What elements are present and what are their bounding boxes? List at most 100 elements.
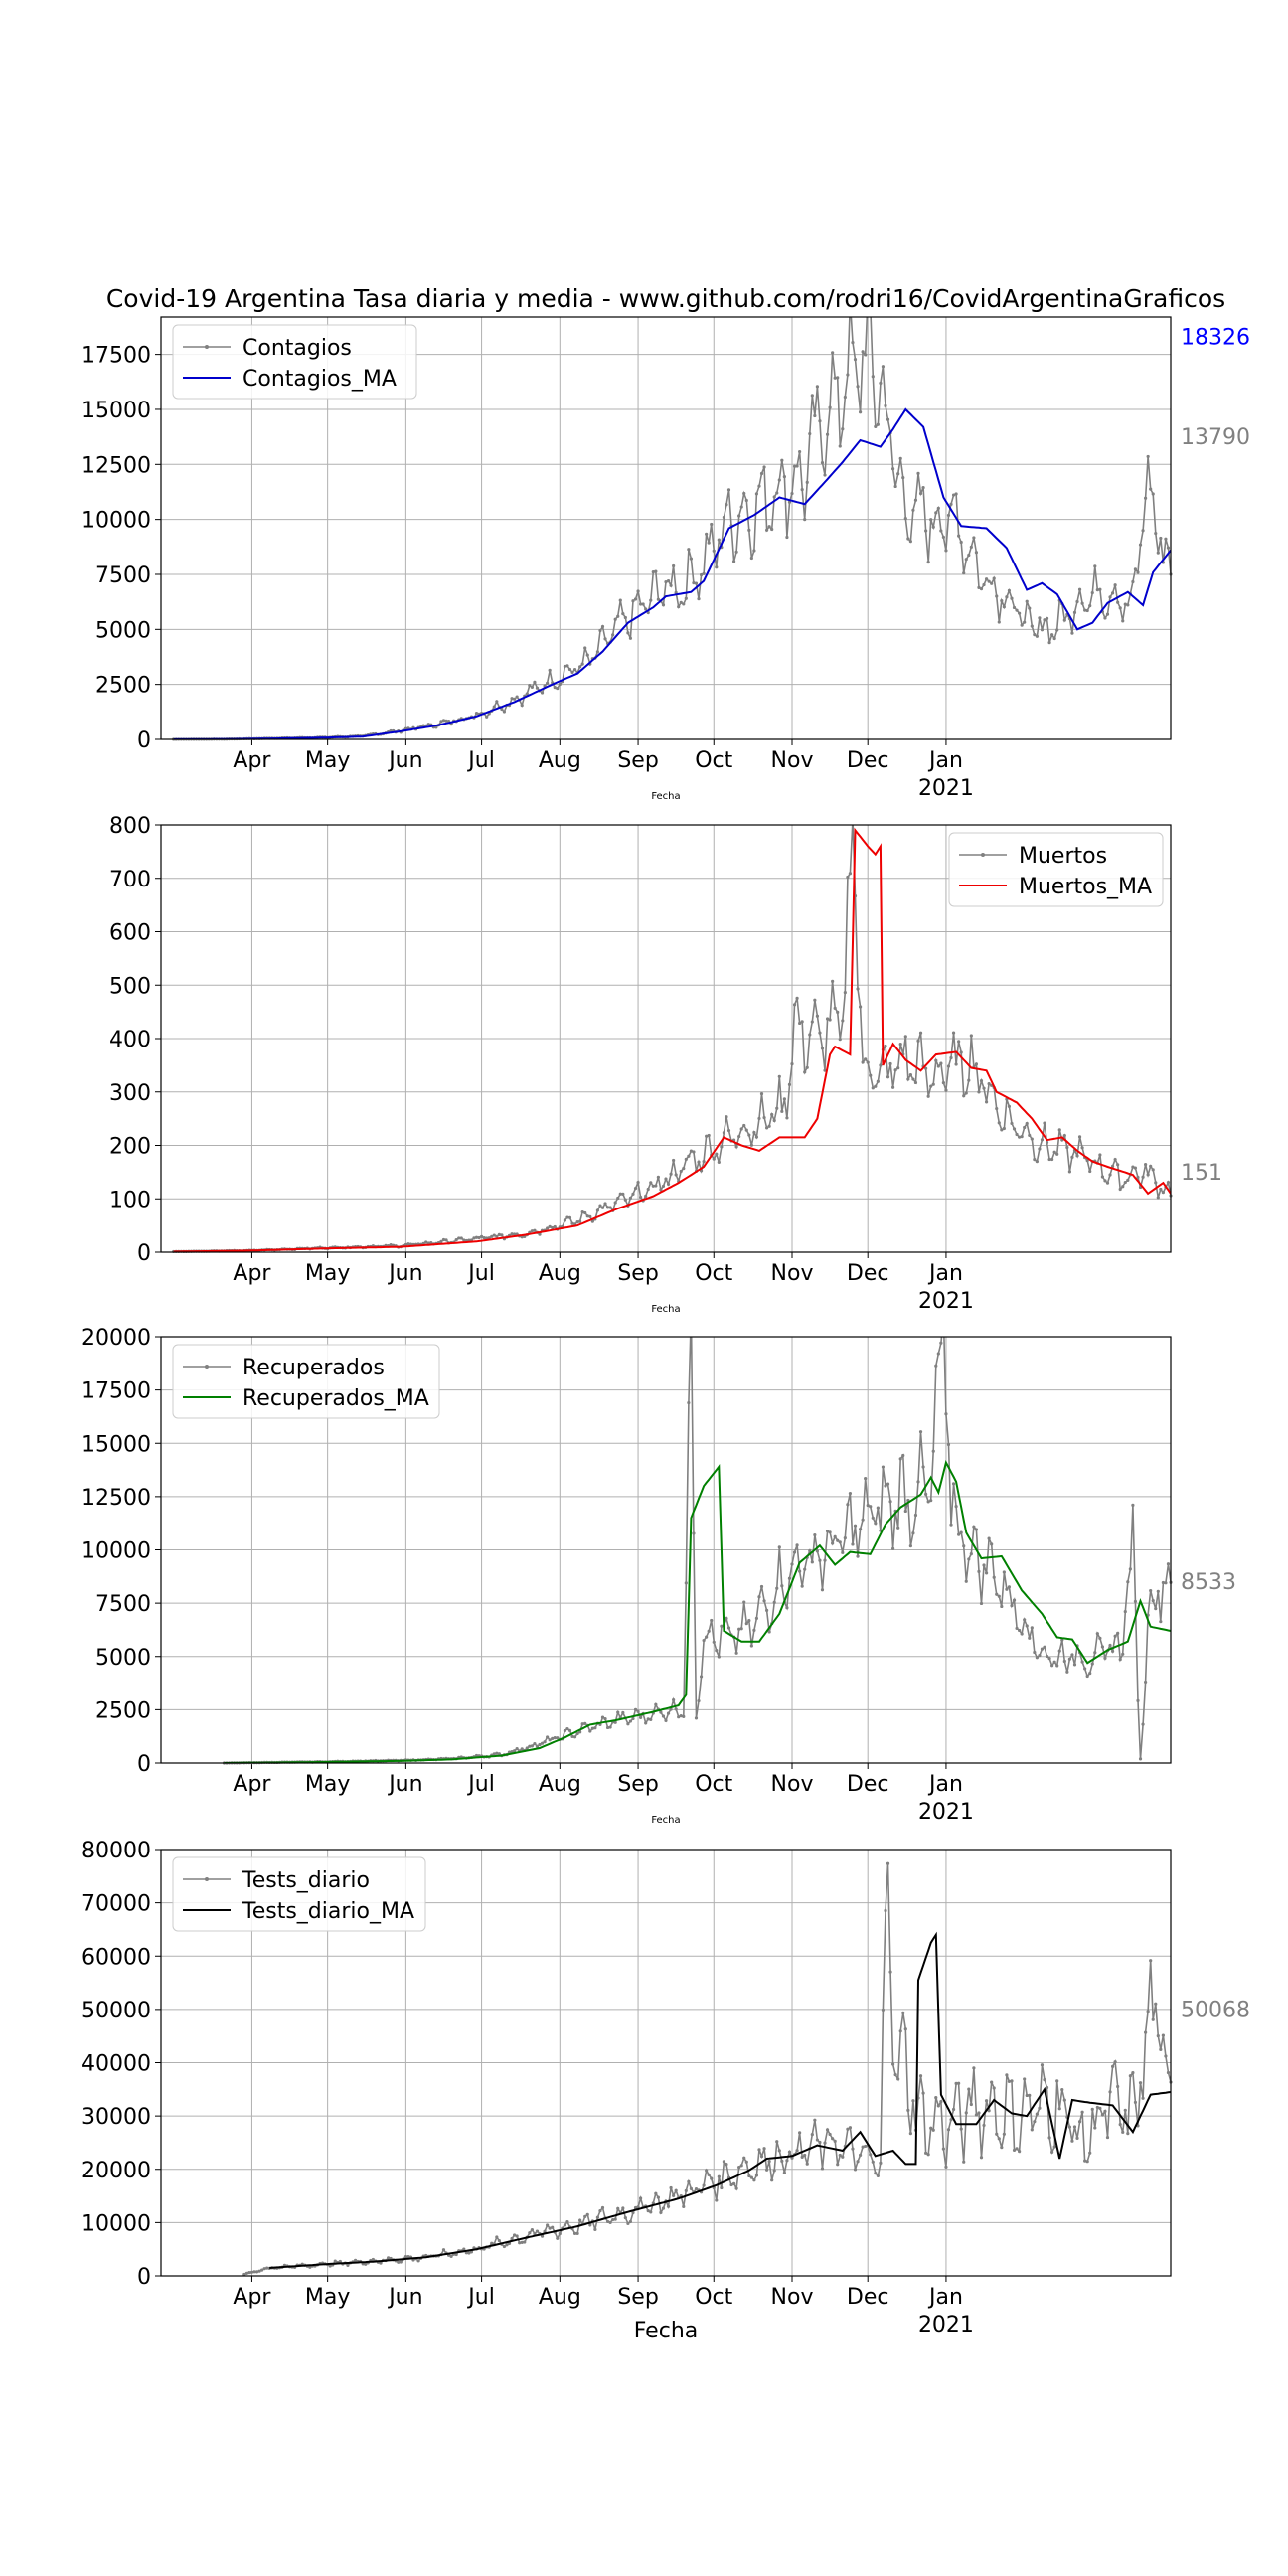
x-tick-label: Jul — [466, 1772, 495, 1797]
data-point — [540, 1741, 545, 1745]
data-point — [954, 1062, 958, 1066]
data-point — [853, 1524, 858, 1528]
data-point — [611, 2217, 615, 2222]
data-point — [1050, 633, 1054, 637]
data-point — [525, 692, 529, 696]
data-point — [913, 1080, 918, 1085]
data-point — [1038, 2106, 1042, 2110]
data-point — [535, 1744, 540, 1748]
data-point — [1121, 1652, 1125, 1656]
data-point — [457, 1236, 461, 1240]
data-point — [951, 493, 956, 497]
data-point — [1144, 496, 1148, 500]
data-point — [628, 1196, 633, 1200]
data-point — [580, 1722, 584, 1726]
data-point — [664, 1177, 668, 1181]
data-point — [846, 875, 850, 880]
data-point — [715, 565, 719, 569]
x-tick-label: Sep — [617, 1772, 658, 1797]
data-point — [1062, 1659, 1066, 1664]
data-point — [1060, 2088, 1064, 2092]
y-tick-label: 12500 — [81, 453, 151, 478]
data-point — [828, 2132, 832, 2137]
data-point — [997, 1594, 1001, 1598]
data-point — [1149, 487, 1153, 491]
data-point — [856, 1554, 860, 1558]
data-point — [707, 1133, 711, 1138]
data-point — [1123, 1180, 1127, 1185]
data-point — [1010, 1121, 1014, 1126]
data-point — [752, 549, 756, 553]
data-point — [333, 2259, 337, 2263]
data-point — [616, 614, 620, 618]
data-point — [856, 987, 860, 991]
data-point — [836, 376, 840, 380]
data-point — [689, 557, 694, 561]
data-point — [1070, 2139, 1074, 2143]
x-tick-label: Aug — [539, 1772, 581, 1797]
data-point — [578, 665, 582, 669]
data-point — [780, 1584, 784, 1588]
data-point — [1110, 1164, 1115, 1168]
data-point — [389, 1243, 393, 1247]
data-point — [1103, 2109, 1107, 2113]
y-tick-label: 400 — [109, 1028, 151, 1052]
data-point — [497, 1232, 501, 1236]
data-point — [886, 417, 890, 421]
data-point — [567, 1728, 572, 1732]
data-point — [765, 2168, 769, 2172]
data-point — [775, 1106, 779, 1110]
data-point — [800, 1020, 804, 1024]
data-point — [439, 720, 443, 724]
x-tick-label: Sep — [617, 1261, 658, 1286]
data-point — [967, 553, 971, 558]
data-point — [633, 1707, 638, 1711]
data-point — [982, 2123, 986, 2128]
data-point — [765, 1608, 769, 1612]
data-point — [616, 1710, 620, 1714]
data-point — [931, 525, 935, 529]
data-point — [987, 1536, 991, 1540]
y-tick-label: 700 — [109, 868, 151, 892]
y-tick-label: 0 — [137, 728, 151, 753]
data-point — [1090, 590, 1094, 595]
data-point — [1149, 1959, 1153, 1963]
data-point — [697, 1698, 701, 1703]
data-point — [654, 569, 658, 573]
data-point — [813, 998, 817, 1002]
data-point — [682, 602, 686, 606]
data-point — [441, 1237, 446, 1242]
data-point — [984, 1100, 989, 1104]
data-point — [697, 1160, 701, 1164]
data-point — [881, 1465, 886, 1469]
data-point — [893, 484, 897, 489]
data-point — [1088, 1169, 1092, 1174]
data-point — [792, 1550, 797, 1554]
data-point — [572, 1735, 577, 1739]
data-point — [646, 2209, 650, 2213]
data-point — [876, 2174, 880, 2177]
data-point — [598, 2208, 602, 2213]
data-point — [1098, 2106, 1102, 2110]
data-point — [864, 1476, 868, 1481]
data-point — [1015, 2147, 1019, 2151]
data-point — [613, 1201, 617, 1205]
data-point — [790, 491, 794, 496]
data-point — [595, 2215, 600, 2219]
legend-marker — [205, 1877, 209, 1881]
data-point — [654, 1702, 658, 1706]
data-point — [1141, 2096, 1145, 2100]
data-point — [548, 2226, 552, 2230]
x-tick-label: Aug — [539, 2285, 581, 2310]
data-point — [916, 1039, 920, 1043]
legend-box — [172, 1856, 426, 1932]
data-point — [846, 2127, 850, 2131]
x-year-label: 2021 — [918, 1800, 974, 1825]
data-point — [1149, 1164, 1153, 1168]
data-point — [901, 475, 905, 480]
data-point — [1018, 611, 1022, 615]
data-point — [891, 1546, 895, 1550]
data-point — [1025, 2093, 1029, 2098]
data-point — [1005, 2073, 1009, 2077]
data-point — [984, 2099, 989, 2103]
